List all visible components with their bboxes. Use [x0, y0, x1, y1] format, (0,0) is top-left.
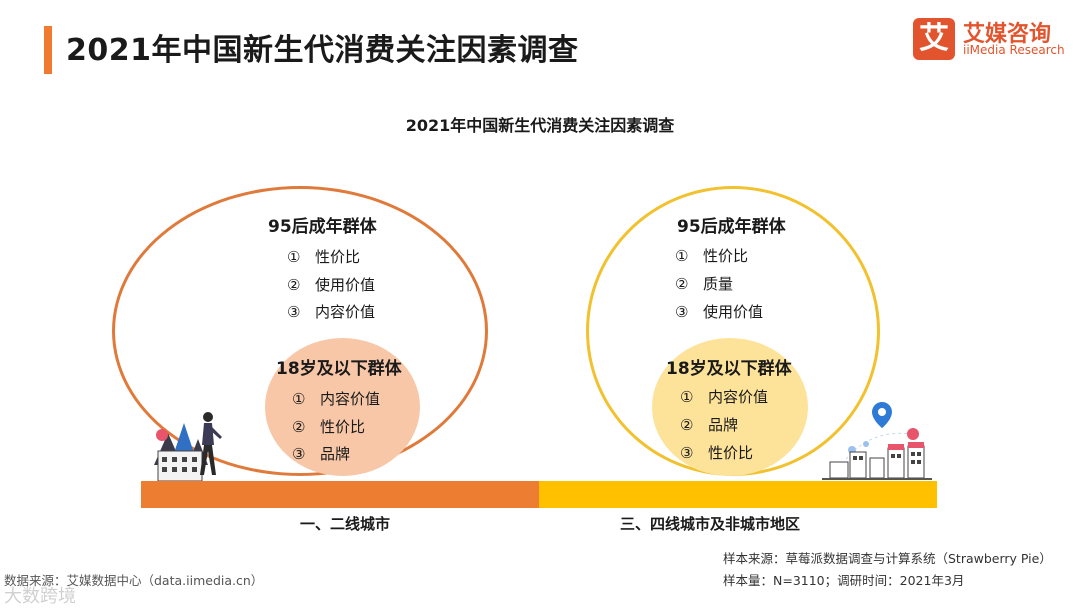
list-item: ② 品牌 [680, 416, 739, 434]
list-item: ③ 使用价值 [675, 303, 764, 321]
logo-name-cn: 艾媒咨询 [963, 22, 1052, 47]
list-item: ① 性价比 [287, 248, 361, 266]
data-source: 数据来源：艾媒数据中心（data.iimedia.cn） [4, 573, 264, 588]
outer-circle-tier1 [112, 186, 488, 476]
page-title: 2021年中国新生代消费关注因素调查 [66, 33, 579, 68]
region-label-tier3: 三、四线城市及非城市地区 [620, 515, 801, 533]
list-item: ② 性价比 [292, 418, 366, 436]
base-bar-tier1 [141, 481, 539, 508]
sample-source: 样本来源：草莓派数据调查与计算系统（Strawberry Pie） [723, 551, 1052, 566]
inner-circle-tier3 [652, 338, 808, 476]
logo-name-en: iiMedia Research [963, 43, 1065, 57]
iimedia-logo: 艾 艾媒咨询 iiMedia Research [913, 18, 1065, 62]
list-item: ③ 性价比 [680, 444, 754, 462]
title-accent-bar [44, 26, 52, 74]
outer-group-title: 95后成年群体 [677, 217, 786, 237]
list-item: ③ 内容价值 [287, 303, 376, 321]
list-item: ② 使用价值 [287, 276, 376, 294]
base-bar-tier3 [539, 481, 937, 508]
inner-group-title: 18岁及以下群体 [276, 359, 402, 379]
watermark: 大数跨境 [4, 586, 76, 607]
list-item: ① 内容价值 [292, 390, 381, 408]
outer-group-title: 95后成年群体 [268, 217, 377, 237]
list-item: ① 性价比 [675, 247, 749, 265]
list-item: ① 内容价值 [680, 388, 769, 406]
list-item: ③ 品牌 [292, 445, 351, 463]
town-location-illustration [822, 402, 932, 480]
city-woman-illustration [154, 412, 222, 482]
chart-title: 2021年中国新生代消费关注因素调查 [405, 116, 675, 135]
inner-circle-tier1 [265, 338, 420, 476]
region-label-tier1: 一、二线城市 [300, 515, 391, 533]
sample-size: 样本量：N=3110；调研时间：2021年3月 [723, 573, 965, 588]
list-item: ② 质量 [675, 275, 734, 293]
logo-mark-icon: 艾 [913, 18, 955, 60]
inner-group-title: 18岁及以下群体 [666, 359, 792, 379]
